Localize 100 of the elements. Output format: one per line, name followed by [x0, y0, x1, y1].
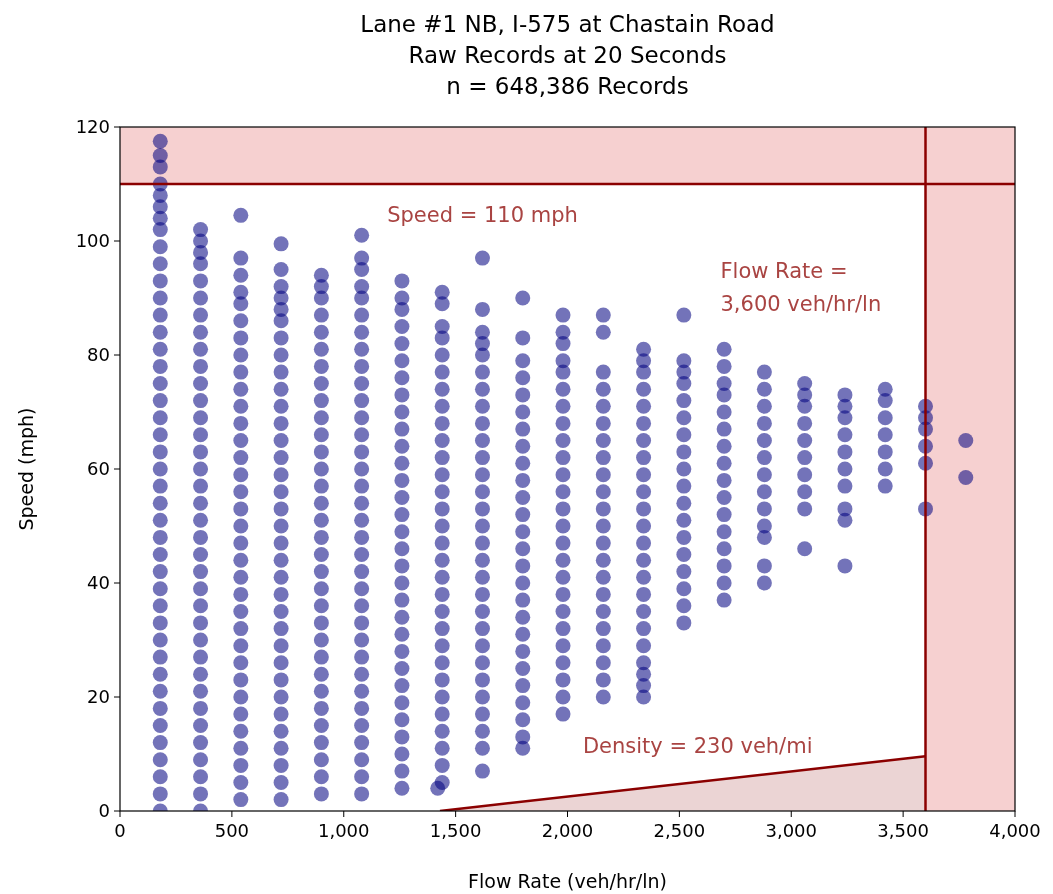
point [676, 353, 692, 369]
y-axis-title: Speed (mph) [15, 407, 37, 531]
point [716, 592, 732, 608]
point [474, 621, 490, 637]
point [636, 604, 652, 619]
point [152, 133, 168, 149]
point [273, 706, 289, 722]
point [636, 586, 652, 602]
point [354, 581, 370, 597]
point [273, 672, 289, 688]
point [273, 467, 289, 483]
point [555, 655, 571, 671]
point [354, 444, 370, 460]
point [837, 387, 853, 403]
point [313, 649, 329, 665]
point [233, 638, 249, 654]
point [515, 330, 531, 346]
point [636, 467, 652, 483]
point [313, 718, 329, 733]
point [233, 689, 249, 705]
point [555, 353, 571, 369]
point [595, 501, 611, 517]
point [434, 518, 450, 534]
point [595, 569, 611, 585]
point [394, 438, 410, 454]
point [354, 547, 370, 562]
point [676, 427, 692, 443]
point [354, 279, 370, 295]
point [515, 661, 531, 676]
point [193, 393, 209, 409]
point [434, 284, 450, 300]
point [595, 586, 611, 602]
point [636, 415, 652, 431]
point [273, 689, 289, 705]
point [233, 284, 249, 300]
y-tick-label: 0 [98, 800, 110, 821]
point [273, 775, 289, 790]
point [595, 324, 611, 340]
point [152, 290, 168, 306]
point [474, 398, 490, 414]
point [394, 575, 410, 591]
point [474, 484, 490, 500]
point [555, 672, 571, 688]
point [273, 604, 289, 619]
point [555, 381, 571, 397]
point [313, 769, 329, 785]
point [555, 467, 571, 483]
point [233, 604, 249, 619]
point [515, 524, 531, 540]
point [152, 666, 168, 682]
point [152, 324, 168, 340]
point [676, 461, 692, 477]
point [555, 552, 571, 568]
point [595, 535, 611, 551]
point [434, 757, 450, 773]
x-tick-label: 500 [214, 820, 250, 841]
point [193, 598, 209, 614]
point [595, 672, 611, 688]
point [877, 381, 893, 397]
point [837, 501, 853, 517]
point [636, 535, 652, 551]
point [152, 148, 168, 163]
point [636, 484, 652, 500]
point [313, 615, 329, 631]
point [434, 484, 450, 500]
point [233, 467, 249, 483]
point [394, 455, 410, 471]
point [797, 501, 813, 517]
point [515, 387, 531, 403]
x-tick-label: 3,500 [877, 820, 929, 841]
point [313, 752, 329, 768]
point [313, 393, 329, 409]
point [515, 626, 531, 642]
point [193, 478, 209, 494]
point [233, 433, 249, 448]
point [152, 700, 168, 716]
point [394, 370, 410, 386]
point [474, 569, 490, 585]
point [676, 529, 692, 545]
point [313, 581, 329, 597]
point [273, 552, 289, 568]
point [434, 450, 450, 466]
point [193, 564, 209, 580]
point [958, 470, 974, 486]
point [474, 324, 490, 340]
point [152, 683, 168, 699]
point [193, 615, 209, 631]
point [515, 370, 531, 386]
point [273, 621, 289, 637]
point [354, 615, 370, 631]
ref-line-label: Speed = 110 mph [387, 203, 578, 227]
point [193, 666, 209, 682]
point [233, 518, 249, 534]
point [474, 672, 490, 688]
point [434, 415, 450, 431]
point [837, 461, 853, 477]
point [273, 757, 289, 773]
point [273, 262, 289, 277]
point [233, 450, 249, 466]
point [474, 723, 490, 739]
